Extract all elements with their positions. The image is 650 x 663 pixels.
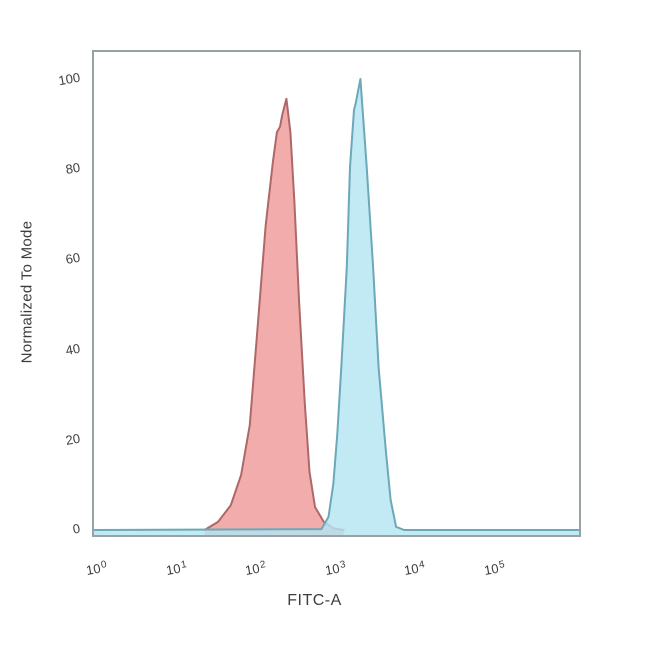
histogram-canvas [94, 78, 579, 535]
x-tick-10e2: 102 [243, 559, 267, 578]
x-tick-10e3: 103 [323, 559, 347, 578]
y-tick-100: 100 [57, 69, 82, 89]
red-histogram-area [204, 98, 344, 535]
x-axis-title: FITC-A [287, 592, 342, 609]
y-axis-title: Normalized To Mode [18, 220, 36, 364]
y-tick-0: 0 [71, 520, 82, 537]
y-tick-20: 20 [64, 430, 82, 448]
x-tick-10e5: 105 [482, 559, 506, 578]
blue-histogram-area [94, 79, 579, 535]
y-tick-80: 80 [64, 159, 82, 178]
plot-area [92, 50, 581, 537]
red-histogram-curve [203, 97, 345, 531]
x-tick-10e1: 101 [164, 559, 188, 578]
blue-histogram-curve [94, 78, 579, 531]
x-tick-10e4: 104 [402, 559, 426, 578]
x-tick-10e0: 100 [84, 559, 108, 578]
